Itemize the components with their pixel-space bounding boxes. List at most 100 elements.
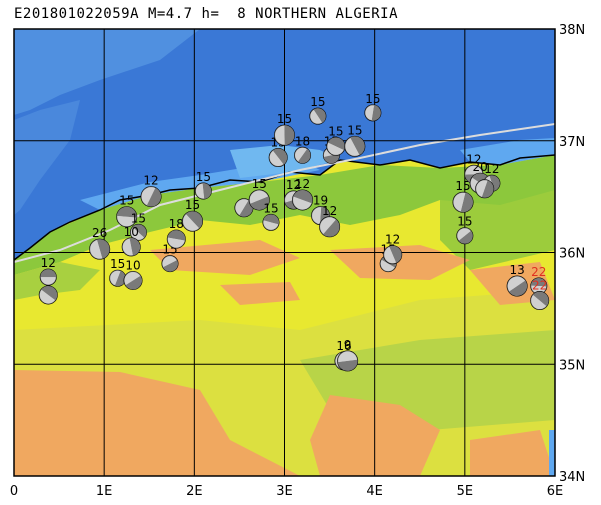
- beachball-compression: [389, 245, 402, 264]
- beachball-compression: [350, 136, 365, 156]
- beachball-shading: [262, 220, 279, 231]
- beachball-shading: [130, 227, 145, 241]
- map-frame: [13, 28, 556, 477]
- lon-tick-label: 6E: [547, 484, 564, 499]
- event-marker: [475, 179, 495, 199]
- beachball-compression: [532, 291, 549, 307]
- event-marker: 15: [364, 92, 382, 122]
- coastline: [14, 154, 555, 261]
- event-depth-label: 15: [110, 257, 125, 271]
- event-marker: 15: [456, 215, 474, 245]
- beachball-compression: [185, 211, 203, 229]
- event-marker: 22: [530, 265, 548, 295]
- event-depth-label: 15: [131, 211, 146, 225]
- event-marker: 18: [294, 134, 312, 164]
- event-marker: 12: [319, 204, 341, 238]
- beachball-compression: [125, 275, 143, 290]
- event-depth-label: 10: [125, 258, 140, 272]
- beachball-compression: [293, 189, 313, 204]
- map-title: E201801022059A M=4.7 h= 8 NORTHERN ALGER…: [14, 6, 398, 22]
- beachball-shading: [507, 276, 526, 292]
- event-depth-label: 15: [455, 179, 470, 193]
- beachball-compression: [489, 175, 500, 191]
- event-marker: 10: [121, 225, 141, 257]
- beachball-compression: [458, 230, 473, 244]
- event-depth-label: 12: [41, 256, 56, 270]
- beachball-shading: [89, 239, 103, 260]
- beachball-shading: [109, 270, 121, 286]
- beachball-compression: [116, 206, 137, 218]
- event-marker: [234, 198, 254, 218]
- event-depth-label: 13: [509, 263, 524, 277]
- beachball-shading: [195, 183, 205, 200]
- event-depth-label: 20: [473, 160, 488, 174]
- event-depth-label: 15: [263, 201, 278, 215]
- event-id: E201801022059A: [14, 6, 140, 22]
- event-marker: 15: [129, 211, 147, 241]
- beachball-shading: [380, 259, 396, 272]
- beachball-compression: [481, 180, 494, 198]
- event-depth-label: 18: [169, 217, 184, 231]
- event-marker: 12: [140, 174, 162, 208]
- event-depth-label: 15: [365, 92, 380, 106]
- event-depth-label: 12: [295, 177, 310, 191]
- event-depth-label: 15: [196, 170, 211, 184]
- event-marker: 15: [116, 194, 138, 228]
- beachball-shading: [383, 246, 397, 264]
- beachball-shading: [274, 125, 285, 146]
- beachball-compression: [284, 125, 295, 146]
- sea-shallow-east: [460, 138, 555, 165]
- event-depth-label: 22: [532, 279, 547, 293]
- lon-tick-label: 1E: [96, 484, 113, 499]
- lat-ticks: 38N 37N 36N 35N 34N: [559, 23, 585, 485]
- event-depth-label: 12: [286, 178, 301, 192]
- event-marker: 22: [530, 279, 550, 311]
- beachball-shading: [311, 206, 322, 225]
- lon-tick-label: 3E: [276, 484, 293, 499]
- highland-sw: [14, 370, 300, 476]
- highland-se: [470, 430, 555, 476]
- depth: h= 8: [201, 6, 247, 22]
- beachball-shading: [530, 294, 547, 310]
- beachball-compression: [162, 260, 178, 272]
- event-marker: [38, 285, 58, 305]
- event-marker: 18: [166, 217, 186, 249]
- event-depth-label: 15: [185, 198, 200, 212]
- highland-n1: [150, 240, 300, 275]
- event-depth-label: 15: [252, 177, 267, 191]
- event-depth-label: 12: [385, 233, 400, 247]
- beachball-shading: [344, 137, 360, 157]
- event-marker: 15: [262, 201, 280, 231]
- beachball-shading: [161, 255, 178, 268]
- event-depth-label: 15: [328, 124, 343, 138]
- event-depth-label: 19: [313, 194, 328, 208]
- beachball-compression: [272, 148, 288, 165]
- beachball-shading: [456, 227, 472, 241]
- lat-tick-label: 35N: [559, 358, 585, 373]
- lat-tick-label: 38N: [559, 23, 585, 38]
- event-marker: 15: [161, 243, 179, 273]
- event-depth-label: 10: [124, 225, 139, 239]
- beachball-compression: [323, 219, 340, 237]
- event-marker: 15: [248, 177, 270, 211]
- beachball-compression: [202, 183, 212, 199]
- beachball-shading: [116, 215, 137, 227]
- beachball-compression: [146, 187, 162, 207]
- beachball-shading: [309, 109, 323, 125]
- event-marker: 13: [506, 263, 528, 297]
- event-marker: 15: [274, 112, 295, 146]
- beachball-compression: [96, 239, 110, 259]
- sea-west-shelf: [14, 29, 200, 115]
- water-patch: [549, 430, 555, 476]
- beachball-shading: [40, 277, 57, 286]
- event-marker: 15: [109, 257, 127, 287]
- event-marker: 15: [309, 95, 327, 125]
- beachball-compression: [460, 192, 474, 213]
- beachball-compression: [40, 269, 57, 278]
- beachball-compression: [508, 280, 528, 297]
- plate-boundary: [14, 123, 555, 263]
- beachball-shading: [182, 213, 200, 232]
- beachball-compression: [297, 148, 311, 164]
- beachball-compression: [132, 224, 147, 238]
